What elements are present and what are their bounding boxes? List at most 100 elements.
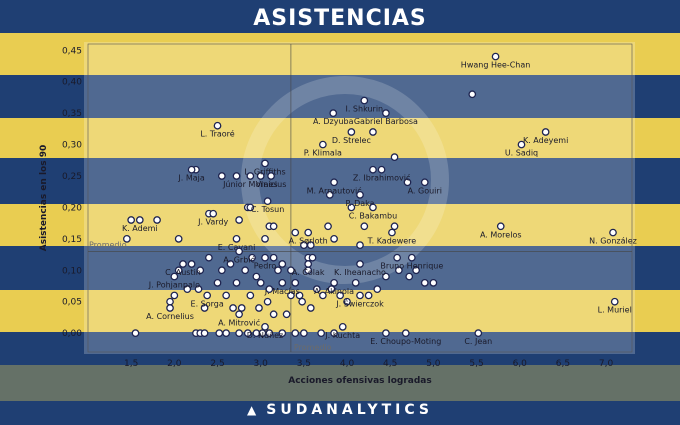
y-average-label: Promedio: [89, 240, 127, 249]
y-tick-label: 0,25: [62, 172, 82, 182]
data-point: [187, 165, 196, 174]
data-point: [246, 203, 255, 212]
data-point: [291, 279, 300, 287]
data-point: [215, 329, 224, 337]
data-point: [329, 109, 338, 117]
y-tick-label: 0,20: [62, 203, 82, 213]
x-tick-label: 3,5: [297, 359, 311, 369]
point-label: A. Dzyuba: [313, 117, 354, 126]
x-tick-label: 4,5: [383, 359, 397, 369]
point-label: T. Kadewere: [367, 237, 417, 246]
data-point: [610, 297, 619, 306]
data-point: [229, 304, 237, 312]
point-label: L. Muriel: [598, 306, 632, 315]
point-label: J. Maja: [177, 174, 204, 183]
data-point: [278, 279, 287, 287]
point-label: C. Tosun: [251, 205, 284, 214]
y-tick-label: 0,00: [62, 329, 82, 339]
data-point: [325, 191, 334, 199]
y-tick-label: 0,10: [62, 266, 82, 276]
data-point: [267, 172, 275, 180]
data-point: [369, 165, 377, 174]
data-point: [248, 253, 256, 262]
x-tick-label: 6,5: [556, 359, 570, 369]
point-label: L. Griffiths: [244, 167, 285, 176]
data-point: [226, 260, 235, 268]
data-point: [308, 253, 317, 262]
point-label: K. Ademi: [122, 224, 158, 233]
point-label: J. Kuchta: [324, 331, 360, 340]
data-point: [347, 203, 356, 212]
data-point: [356, 260, 364, 268]
point-label: E. Cavani: [218, 243, 256, 252]
data-point: [401, 329, 410, 337]
point-label: Z. Ibrahimović: [353, 173, 411, 183]
data-point: [403, 178, 412, 187]
point-label: K. Adeyemi: [523, 136, 568, 145]
x-tick-label: 4,0: [340, 359, 355, 369]
data-point: [407, 253, 416, 262]
data-point: [300, 329, 308, 337]
data-point: [261, 323, 269, 331]
data-point: [377, 165, 386, 174]
y-tick-label: 0,05: [62, 298, 82, 308]
data-point: [306, 241, 315, 249]
data-point: [330, 279, 338, 287]
point-label: K. Iheanacho: [334, 268, 386, 277]
data-point: [306, 304, 315, 312]
point-label: A. Gouiri: [408, 186, 442, 195]
point-label: Gabriel Barbosa: [354, 117, 418, 126]
data-point: [369, 128, 377, 136]
chart-title: ASISTENCIAS: [253, 6, 427, 31]
data-point: [246, 172, 255, 180]
data-point: [235, 247, 243, 256]
triangle-logo-icon: ▲: [247, 403, 261, 417]
x-tick-label: 2,5: [210, 359, 224, 369]
data-point: [609, 228, 617, 237]
data-point: [269, 310, 278, 319]
data-point: [319, 291, 327, 300]
data-point: [209, 209, 218, 218]
brand-name: SUDANALYTICS: [266, 402, 433, 418]
x-tick-label: 5,0: [426, 359, 441, 369]
data-point: [298, 297, 306, 306]
data-point: [517, 140, 526, 149]
data-point: [241, 266, 250, 275]
data-point: [496, 222, 505, 231]
point-label: L. Traoré: [200, 129, 234, 139]
data-point: [360, 222, 369, 231]
data-point: [135, 216, 144, 224]
data-point: [405, 272, 414, 281]
data-point: [170, 272, 179, 281]
data-point: [213, 121, 222, 130]
data-point: [356, 191, 364, 199]
data-point: [255, 304, 263, 312]
x-average-label: Promedio: [294, 343, 332, 352]
x-tick-label: 7,0: [599, 359, 614, 369]
data-point: [237, 304, 246, 312]
data-point: [295, 291, 304, 300]
y-tick-label: 0,40: [62, 78, 82, 88]
data-point: [269, 253, 278, 262]
data-point: [390, 222, 399, 231]
point-label: P. Klimala: [304, 149, 342, 158]
data-point: [278, 329, 287, 337]
plot-frame: [87, 43, 633, 353]
point-label: N. González: [589, 237, 637, 246]
data-point: [287, 266, 295, 275]
data-point: [541, 128, 550, 136]
data-point: [179, 260, 187, 268]
data-point: [123, 235, 131, 243]
data-point: [382, 109, 390, 117]
data-point: [330, 235, 338, 243]
data-point: [330, 329, 338, 337]
data-point: [127, 216, 136, 224]
y-tick-label: 0,35: [62, 109, 82, 119]
data-point: [291, 329, 300, 337]
point-label: A. Sørloth: [289, 237, 328, 246]
data-point: [382, 329, 390, 337]
x-tick-label: 3,0: [254, 359, 269, 369]
point-label: J. Pohjanpalo: [148, 281, 200, 290]
club-crest-watermark: [241, 76, 449, 284]
data-point: [330, 178, 338, 187]
